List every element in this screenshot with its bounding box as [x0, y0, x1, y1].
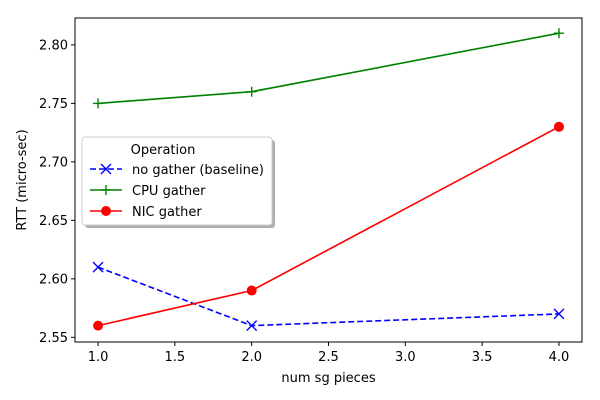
legend-entry-1: no gather (baseline) — [132, 163, 264, 178]
y-tick-label-1: 2.55 — [39, 331, 68, 346]
x-tick-label-3: 2.0 — [241, 350, 262, 365]
x-axis-label: num sg pieces — [281, 371, 375, 386]
y-tick-label-3: 2.65 — [39, 214, 68, 229]
legend: Operation no gather (baseline) CPU gather N… — [81, 136, 275, 228]
y-tick-label-2: 2.60 — [39, 272, 68, 287]
series-layer — [92, 28, 565, 332]
y-tick-label-5: 2.75 — [39, 97, 68, 112]
y-tick-label-4: 2.70 — [39, 155, 68, 170]
legend-box — [81, 136, 273, 226]
data-point-1-2-b — [246, 320, 258, 332]
plot-frame — [74, 17, 583, 343]
x-tick-label-2: 1.5 — [165, 350, 186, 365]
legend-title: Operation — [131, 143, 196, 158]
legend-swatch-marker-1-b — [100, 163, 112, 175]
y-axis-label: RTT (micro-sec) — [15, 129, 30, 230]
x-tick-label-4: 2.5 — [318, 350, 339, 365]
data-point-1-1-b — [92, 261, 104, 273]
x-tick-label-7: 4.0 — [549, 350, 570, 365]
data-point-3-1 — [93, 320, 104, 331]
x-tick-label-5: 3.0 — [395, 350, 416, 365]
y-tick-label-6: 2.80 — [39, 38, 68, 53]
data-point-3-2 — [246, 285, 257, 296]
x-tick-label-1: 1.0 — [88, 350, 109, 365]
series-3 — [93, 121, 564, 331]
legend-entry-3: NIC gather — [132, 205, 202, 220]
legend-swatch-marker-3 — [101, 206, 111, 216]
legend-entry-2: CPU gather — [132, 184, 206, 199]
x-tick-label-6: 3.5 — [472, 350, 493, 365]
series-1 — [92, 261, 565, 332]
axes-layer: 1.0 1.5 2.0 2.5 3.0 3.5 4.0 2.55 2.60 2.65 2.70 2.7… — [39, 17, 583, 365]
data-point-1-3-b — [553, 308, 565, 320]
series-2 — [93, 28, 564, 109]
data-point-3-3 — [553, 121, 564, 132]
